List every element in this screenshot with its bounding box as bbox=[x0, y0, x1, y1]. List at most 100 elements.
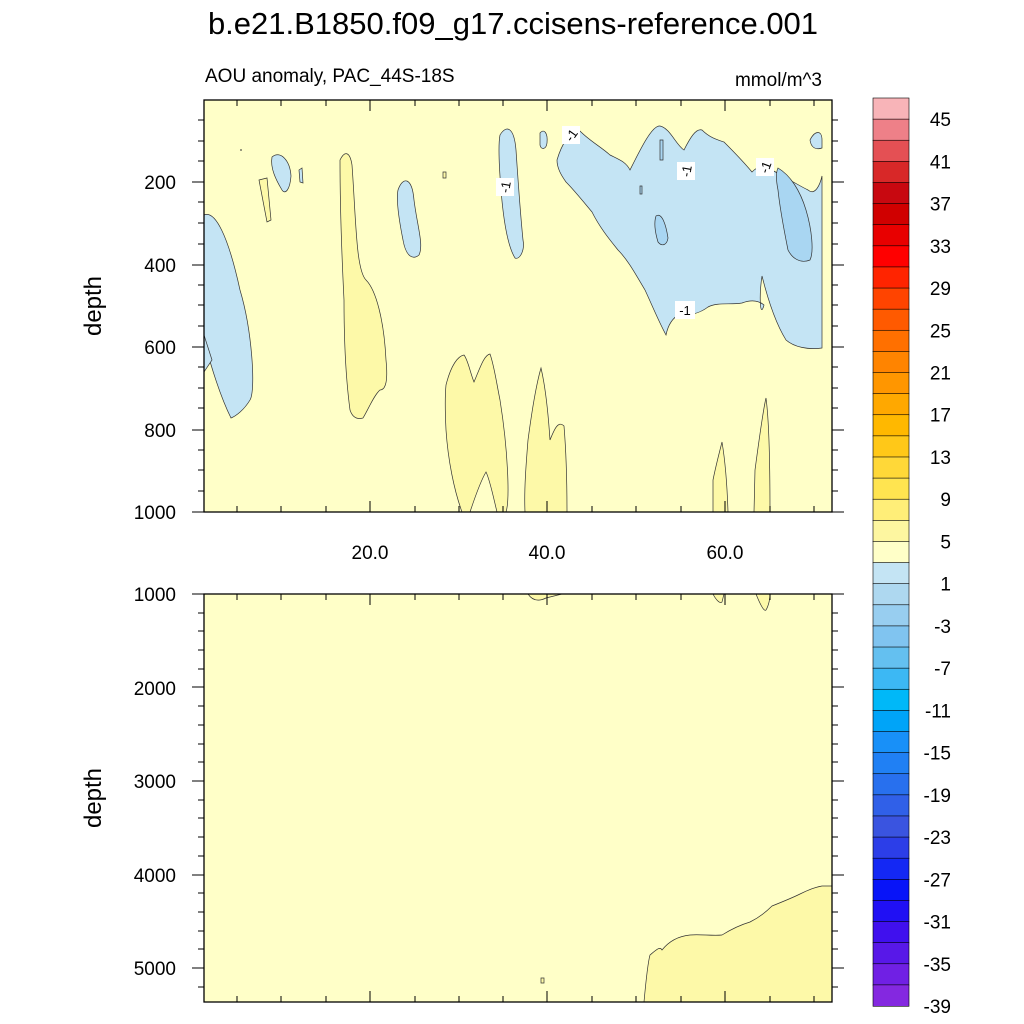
colorbar-swatch bbox=[872, 541, 910, 564]
blue-small-3 bbox=[397, 180, 422, 258]
yellow-column-33 bbox=[444, 353, 509, 513]
colorbar-swatch bbox=[872, 562, 910, 585]
colorbar-swatch bbox=[872, 351, 910, 374]
yellow-sliver-40 bbox=[527, 593, 563, 601]
colorbar-label: 13 bbox=[930, 448, 951, 469]
yellow-dot-deep bbox=[540, 977, 545, 984]
lower-axis-ticks bbox=[192, 593, 844, 1002]
colorbar-label: -27 bbox=[924, 870, 951, 891]
contour-label: -1 bbox=[679, 303, 691, 318]
x-tick-label: 40.0 bbox=[529, 543, 566, 564]
contour-label-box bbox=[675, 301, 695, 319]
colorbar-swatch bbox=[872, 182, 910, 205]
colorbar-label: -3 bbox=[934, 617, 951, 638]
yellow-slender-65 bbox=[753, 397, 771, 513]
colorbar-swatch bbox=[872, 604, 910, 627]
lower-y-tick-labels: 1000 2000 3000 4000 5000 bbox=[134, 585, 176, 980]
y-tick-label: 600 bbox=[144, 338, 176, 359]
upper-positive-regions bbox=[258, 153, 771, 513]
colorbar-swatch bbox=[872, 794, 910, 817]
colorbar-swatch bbox=[872, 710, 910, 733]
colorbar-label: -23 bbox=[924, 828, 951, 849]
colorbar-label: -31 bbox=[924, 913, 951, 934]
colorbar-swatch bbox=[872, 287, 910, 310]
colorbar-swatch bbox=[872, 414, 910, 437]
contour-label-box bbox=[496, 178, 514, 196]
chart-title: b.e21.B1850.f09_g17.ccisens-reference.00… bbox=[208, 6, 818, 41]
lower-plot-frame bbox=[203, 593, 833, 1003]
colorbar-swatch bbox=[872, 963, 910, 986]
colorbar-swatch bbox=[872, 731, 910, 754]
blue-main-east bbox=[556, 125, 823, 349]
blue-pocket-east bbox=[776, 167, 813, 262]
colorbar-swatch bbox=[872, 393, 910, 416]
chart-units: mmol/m^3 bbox=[735, 70, 822, 91]
colorbar-swatch bbox=[872, 625, 910, 648]
lower-y-axis-label: depth bbox=[80, 768, 107, 828]
colorbar-label: 1 bbox=[940, 575, 951, 596]
colorbar-swatch bbox=[872, 984, 910, 1007]
colorbar-swatch bbox=[872, 97, 910, 120]
yellow-slender-58 bbox=[712, 441, 729, 513]
y-tick-label: 5000 bbox=[134, 959, 176, 980]
colorbar-swatch bbox=[872, 161, 910, 184]
colorbar-swatch bbox=[872, 224, 910, 247]
chart-subtitle-left: AOU anomaly, PAC_44S-18S bbox=[205, 66, 455, 87]
colorbar-swatch bbox=[872, 498, 910, 521]
colorbar-swatch bbox=[872, 203, 910, 226]
contour-label-box bbox=[756, 158, 774, 176]
colorbar-label: 33 bbox=[930, 237, 951, 258]
upper-y-tick-labels: 200 400 600 800 1000 bbox=[134, 173, 176, 524]
y-tick-label: 200 bbox=[144, 173, 176, 194]
colorbar-label: 37 bbox=[930, 195, 951, 216]
colorbar-swatch bbox=[872, 435, 910, 458]
yellow-sliver-58 bbox=[712, 593, 725, 603]
colorbar-swatch bbox=[872, 245, 910, 268]
colorbar-swatch bbox=[872, 139, 910, 162]
blue-dot bbox=[639, 185, 643, 195]
colorbar-swatch bbox=[872, 815, 910, 838]
upper-x-tick-labels: 20.0 40.0 60.0 bbox=[352, 543, 744, 564]
contour-label-box bbox=[562, 126, 580, 144]
yellow-column-18 bbox=[339, 153, 388, 419]
colorbar-swatch bbox=[872, 878, 910, 902]
lower-positive-regions bbox=[527, 593, 833, 1003]
lower-panel: 1000 2000 3000 4000 5000 depth bbox=[80, 585, 844, 1003]
yellow-deep-east bbox=[643, 885, 833, 1003]
blue-small-2 bbox=[298, 167, 304, 184]
blue-pocket-mid bbox=[654, 214, 669, 246]
y-tick-label: 2000 bbox=[134, 679, 176, 700]
y-tick-label: 4000 bbox=[134, 866, 176, 887]
colorbar-swatch bbox=[872, 857, 910, 880]
yellow-column-40 bbox=[524, 366, 568, 513]
y-tick-label: 800 bbox=[144, 421, 176, 442]
x-tick-label: 20.0 bbox=[352, 543, 389, 564]
blue-small-4 bbox=[539, 130, 548, 149]
colorbar-swatch bbox=[872, 688, 910, 711]
colorbar-swatch bbox=[872, 372, 910, 395]
y-tick-label: 3000 bbox=[134, 772, 176, 793]
colorbar-swatch bbox=[872, 921, 910, 944]
x-tick-label: 60.0 bbox=[707, 543, 744, 564]
colorbar-swatch bbox=[872, 752, 910, 775]
colorbar-swatch bbox=[872, 266, 910, 289]
colorbar bbox=[872, 97, 910, 1007]
upper-plot-frame bbox=[203, 99, 833, 513]
colorbar-swatch bbox=[872, 477, 910, 500]
colorbar-swatch bbox=[872, 646, 910, 669]
contour-label: -1 bbox=[497, 180, 514, 194]
y-tick-label: 1000 bbox=[134, 503, 176, 524]
upper-contour-labels: -1 -1 -1 -1 -1 bbox=[496, 126, 774, 319]
colorbar-label: -7 bbox=[934, 659, 951, 680]
yellow-dot bbox=[442, 171, 447, 179]
colorbar-label: 5 bbox=[940, 532, 951, 553]
colorbar-label: -15 bbox=[924, 744, 951, 765]
y-tick-label: 1000 bbox=[134, 585, 176, 606]
colorbar-label: -19 bbox=[924, 786, 951, 807]
blue-lobe-west bbox=[203, 214, 254, 419]
colorbar-labels: 45 41 37 33 29 25 21 17 13 9 5 1 -3 -7 -11 -15 -19 -23 -27… bbox=[924, 110, 951, 1018]
contour-label: -1 bbox=[756, 159, 774, 175]
blue-small-1 bbox=[271, 154, 292, 193]
colorbar-swatch bbox=[872, 900, 910, 923]
